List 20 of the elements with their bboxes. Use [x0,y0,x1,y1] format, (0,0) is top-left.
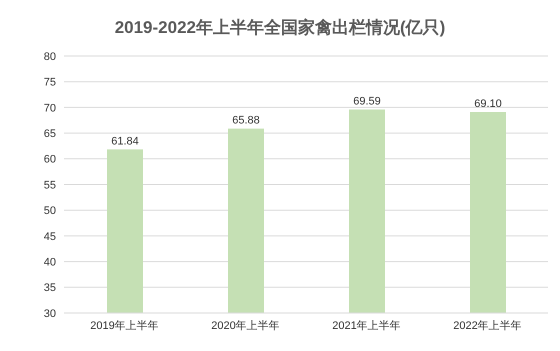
y-tick-label: 65 [44,128,56,140]
x-tick-label: 2020年上半年 [211,318,280,332]
y-tick-label: 30 [44,308,56,320]
y-tick-label: 50 [44,205,56,218]
y-tick-label: 55 [44,179,56,192]
y-tick-label: 80 [44,50,56,63]
y-tick-label: 45 [44,230,56,243]
data-label: 61.84 [111,135,139,148]
y-tick-label: 70 [44,102,56,114]
data-label: 69.10 [474,98,502,110]
x-tick-label: 2021年上半年 [332,318,401,332]
y-tick-label: 60 [44,154,56,166]
x-tick-label: 2022年上半年 [453,318,522,332]
x-tick-label: 2019年上半年 [90,318,159,332]
y-tick-label: 35 [44,282,56,294]
data-label: 65.88 [232,114,260,127]
chart-title: 2019-2022年上半年全国家禽出栏情况(亿只) [114,17,446,39]
y-tick-label: 40 [44,256,56,269]
y-tick-label: 75 [44,76,56,89]
data-label: 69.59 [353,96,381,108]
